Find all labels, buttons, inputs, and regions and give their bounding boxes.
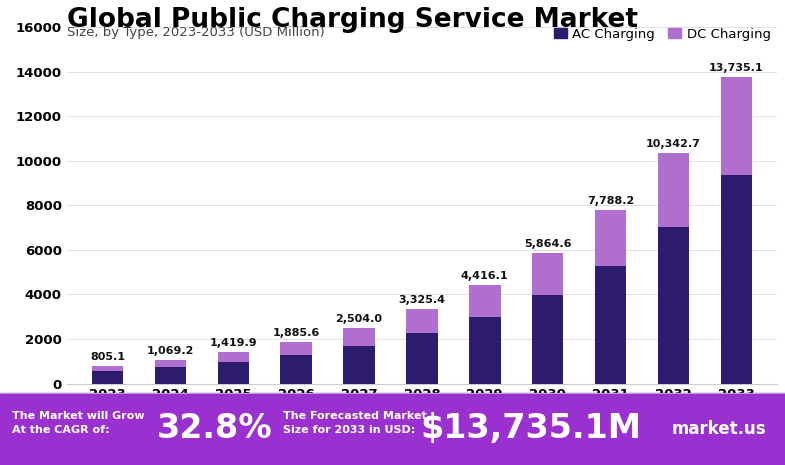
Text: 2,504.0: 2,504.0 [335,314,382,324]
Text: 1,885.6: 1,885.6 [272,327,319,338]
Bar [658,153,689,227]
Text: 13,735.1: 13,735.1 [709,63,764,73]
Bar [343,345,374,384]
Bar [469,317,501,384]
Text: 3,325.4: 3,325.4 [399,295,445,306]
Bar [406,310,438,333]
Text: market.us: market.us [671,420,766,438]
Bar [92,372,123,384]
Text: 32.8%: 32.8% [157,412,272,445]
Bar [595,266,626,384]
Text: 1,069.2: 1,069.2 [147,346,194,356]
Text: 10,342.7: 10,342.7 [646,139,701,149]
Bar [343,328,374,345]
Bar [280,355,312,384]
Bar [658,227,689,384]
Text: 7,788.2: 7,788.2 [587,196,634,206]
Bar [280,342,312,355]
Legend: AC Charging, DC Charging: AC Charging, DC Charging [553,27,771,40]
Bar [155,360,186,367]
Text: The Market will Grow
At the CAGR of:: The Market will Grow At the CAGR of: [12,411,144,435]
Bar [92,365,123,372]
Text: $13,735.1M: $13,735.1M [420,412,641,445]
Bar [532,295,564,384]
Bar [217,352,249,362]
Bar [532,253,564,295]
Bar [469,285,501,317]
Bar [155,367,186,384]
Bar [721,78,752,175]
Text: Size, by Type, 2023-2033 (USD Million): Size, by Type, 2023-2033 (USD Million) [67,26,324,39]
Text: 1,419.9: 1,419.9 [210,338,257,348]
Text: 805.1: 805.1 [90,352,125,362]
Text: Global Public Charging Service Market: Global Public Charging Service Market [67,7,637,33]
Text: 4,416.1: 4,416.1 [461,271,509,281]
Text: 5,864.6: 5,864.6 [524,239,571,249]
Text: The Forecasted Market
Size for 2033 in USD:: The Forecasted Market Size for 2033 in U… [283,411,426,435]
Bar [217,362,249,384]
Bar [595,210,626,266]
Bar [721,175,752,384]
Bar [406,333,438,384]
